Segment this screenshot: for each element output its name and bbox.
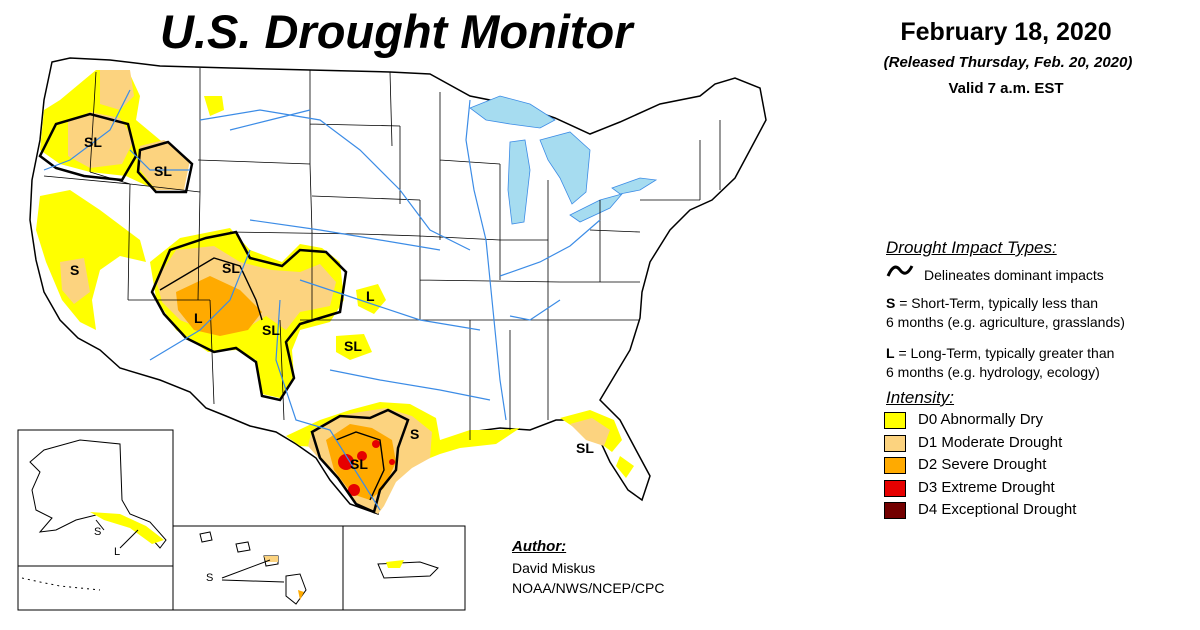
hawaii-s-leader-1	[221, 559, 271, 579]
d3-texas-1	[338, 454, 354, 470]
d3-texas-2	[357, 451, 367, 461]
state-borders	[43, 68, 721, 440]
intensity-label-d2: D2 Severe Drought	[918, 456, 1047, 473]
long-term-letter: L	[886, 345, 895, 361]
impact-boundary-idaho	[136, 140, 194, 194]
intensity-swatch-d4	[884, 502, 906, 519]
river-rio-grande	[275, 299, 381, 511]
map-title: U.S. Drought Monitor	[160, 5, 633, 58]
river-missouri	[199, 109, 471, 251]
impact-boundary-texas-inner	[335, 431, 385, 501]
d1-idaho	[140, 140, 190, 190]
short-term-desc-1: = Short-Term, typically less than	[895, 295, 1099, 311]
river-platte	[249, 219, 441, 251]
label-texas-s: S	[410, 426, 420, 442]
aleutians	[21, 577, 101, 591]
long-term-line-2: 6 months (e.g. hydrology, ecology)	[886, 364, 1100, 380]
hawaii-kauai	[199, 531, 213, 543]
label-florida-sl: SL	[576, 440, 594, 456]
d2-utah	[176, 276, 262, 336]
valid-time: Valid 7 a.m. EST	[948, 80, 1064, 97]
d1-florida	[570, 418, 610, 446]
label-utah-l: L	[194, 310, 203, 326]
river-columbia	[43, 89, 131, 171]
label-colorado-sl: SL	[262, 322, 280, 338]
river-arkansas	[299, 279, 481, 331]
alaska-s-leader	[95, 519, 105, 531]
river-snake	[129, 149, 190, 171]
d0-montana	[204, 96, 224, 116]
intensity-swatch-d1	[884, 434, 906, 452]
short-term-line-2: 6 months (e.g. agriculture, grasslands)	[886, 314, 1125, 330]
intensity-heading: Intensity:	[886, 388, 955, 407]
author-name: David Miskus	[512, 560, 596, 576]
lake-huron	[539, 131, 591, 205]
label-idaho-sl: SL	[154, 163, 172, 179]
impact-boundary-texas	[310, 408, 410, 514]
impact-boundary-utah-inner	[159, 257, 263, 321]
river-colorado	[149, 249, 251, 361]
d0-panhandle	[336, 334, 372, 360]
author-heading: Author:	[512, 538, 567, 555]
short-term-letter: S	[886, 295, 896, 311]
hawaii-d0-big	[298, 590, 304, 600]
hawaii-s-leader-2	[221, 579, 285, 583]
label-california-s: S	[70, 262, 80, 278]
puerto-rico-d0	[386, 560, 404, 568]
label-panhandle-sl: SL	[344, 338, 362, 354]
lake-erie	[569, 193, 624, 223]
map-date: February 18, 2020	[900, 18, 1112, 46]
d3-texas-4	[372, 440, 380, 448]
release-note: (Released Thursday, Feb. 20, 2020)	[883, 54, 1133, 71]
d0-west-coast	[36, 190, 146, 330]
long-term-desc-1: = Long-Term, typically greater than	[894, 345, 1115, 361]
delineates-text: Delineates dominant impacts	[924, 267, 1104, 283]
intensity-label-d3: D3 Extreme Drought	[918, 478, 1055, 496]
label-pnw-sl: SL	[84, 134, 102, 150]
intensity-label-d4: D4 Exceptional Drought	[918, 501, 1077, 518]
hawaii-inset-frame	[172, 525, 344, 611]
d1-california	[60, 258, 90, 304]
long-term-line-1: L = Long-Term, typically greater than	[886, 344, 1114, 362]
lake-ontario	[611, 177, 658, 195]
intensity-label-d0: D0 Abnormally Dry	[918, 411, 1044, 428]
river-mississippi	[465, 99, 507, 421]
d3-texas-3	[348, 484, 360, 496]
label-utah-sl: SL	[222, 260, 240, 276]
alaska-l-leader	[119, 529, 139, 549]
hawaii-oahu	[235, 541, 251, 553]
river-tennessee	[509, 299, 561, 321]
d1-pnw	[68, 112, 134, 168]
d0-florida-south	[616, 456, 634, 478]
label-alaska-s: S	[94, 526, 102, 538]
impact-boundary-utah	[150, 230, 348, 402]
label-hawaii-s: S	[206, 572, 214, 584]
author-org: NOAA/NWS/NCEP/CPC	[512, 580, 665, 596]
d3-texas-5	[389, 459, 395, 465]
alaska-d0	[90, 512, 164, 544]
intensity-swatch-d3	[884, 479, 906, 497]
river-ohio	[499, 219, 601, 277]
label-texas-sl: SL	[350, 456, 368, 472]
impact-types-heading: Drought Impact Types:	[886, 238, 1057, 257]
lake-michigan	[507, 139, 531, 225]
label-alaska-l: L	[114, 546, 121, 558]
intensity-label-d1: D1 Moderate Drought	[918, 433, 1063, 451]
short-term-line-1: S = Short-Term, typically less than	[886, 294, 1098, 312]
impact-line-icon	[886, 265, 914, 277]
label-kansas-l: L	[366, 288, 375, 304]
intensity-swatch-d0	[884, 412, 906, 429]
river-yellowstone	[229, 109, 311, 131]
intensity-swatch-d2	[884, 457, 906, 474]
river-red	[329, 369, 491, 401]
lake-superior	[469, 95, 556, 129]
